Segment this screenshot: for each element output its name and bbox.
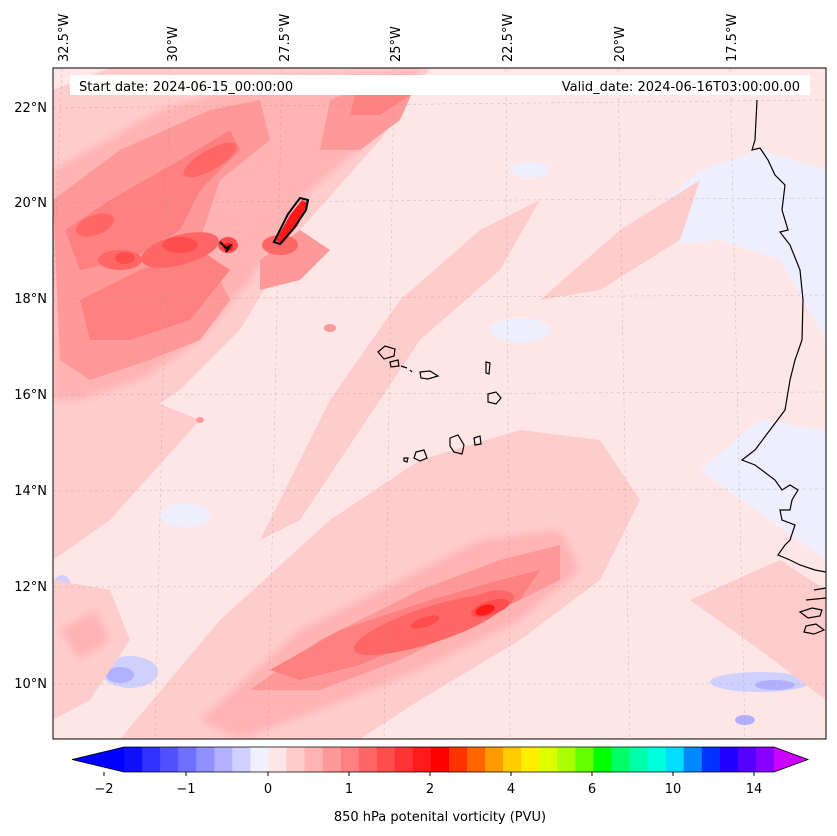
colorbar-tick-label: 2 (426, 782, 434, 797)
lon-tick-label: 27.5°W (278, 14, 293, 62)
colorbar-segment (539, 747, 558, 772)
colorbar-segment (160, 747, 179, 772)
colorbar-segment (124, 747, 143, 772)
colorbar-segment (322, 747, 342, 772)
colorbar-segment (467, 747, 486, 772)
colorbar-label: 850 hPa potenital vorticity (PVU) (334, 810, 546, 825)
colorbar-segment (665, 747, 685, 772)
lon-tick-label: 20°W (613, 26, 628, 62)
colorbar-segment (557, 747, 576, 772)
colorbar-segment (340, 747, 360, 772)
colorbar-segment (358, 747, 378, 772)
colorbar-segment (755, 747, 775, 772)
lat-tick-label: 16°N (14, 388, 47, 403)
colorbar-segment (250, 747, 269, 772)
lat-tick-label: 10°N (14, 677, 47, 692)
colorbar-segment (394, 747, 414, 772)
colorbar-tick-label: 14 (746, 782, 763, 797)
colorbar-tick-label: 0 (264, 782, 272, 797)
colorbar-tick-label: 4 (507, 782, 515, 797)
valid-date-label: Valid_date: 2024-06-16T03:00:00.00 (562, 80, 800, 95)
colorbar-segment (412, 747, 432, 772)
colorbar-tick-label: 6 (588, 782, 596, 797)
colorbar-segment (485, 747, 504, 772)
colorbar-tick-label: −1 (176, 782, 195, 797)
map-frame (52, 67, 827, 740)
map-panel: Start date: 2024-06-15_00:00:00 Valid_da… (53, 68, 826, 739)
lon-tick-label: 22.5°W (501, 14, 516, 62)
latitude-labels: 22°N 20°N 18°N 16°N 14°N 12°N 10°N (14, 101, 47, 692)
lat-tick-label: 12°N (14, 580, 47, 595)
pv-contour (219, 196, 310, 253)
colorbar-segment (611, 747, 631, 772)
date-banner (70, 75, 810, 95)
colorbar-segment (304, 747, 324, 772)
colorbar-segment (719, 747, 739, 772)
colorbar-segment (286, 747, 306, 772)
lon-tick-label: 32.5°W (57, 14, 72, 62)
lon-tick-label: 17.5°W (725, 14, 740, 62)
colorbar-segment (503, 747, 522, 772)
colorbar-segment (178, 747, 197, 772)
colorbar-tick-label: −2 (94, 782, 113, 797)
coastlines (377, 99, 826, 635)
colorbar-segment (232, 747, 251, 772)
lat-tick-label: 14°N (14, 484, 47, 499)
colorbar-tick-label: 10 (665, 782, 682, 797)
colorbar-tick-label: 1 (345, 782, 353, 797)
colorbar-segment (521, 747, 540, 772)
colorbar-segment (737, 747, 757, 772)
colorbar-segment (449, 747, 468, 772)
colorbar-segment (647, 747, 667, 772)
colorbar-segment (593, 747, 612, 772)
high-pv-filament (276, 200, 308, 244)
colorbar-segment (142, 747, 161, 772)
colorbar-segment (430, 747, 450, 772)
colorbar-segment (683, 747, 703, 772)
colorbar-segment (376, 747, 396, 772)
longitude-labels: 32.5°W 30°W 27.5°W 25°W 22.5°W 20°W 17.5… (57, 14, 740, 62)
colorbar-segment (268, 747, 287, 772)
start-date-label: Start date: 2024-06-15_00:00:00 (79, 80, 293, 95)
colorbar-tick-labels: −2 −1 0 1 2 4 6 10 14 (94, 782, 762, 797)
lat-tick-label: 22°N (14, 101, 47, 116)
graticule (53, 68, 826, 739)
colorbar-segment (701, 747, 721, 772)
colorbar-outline (71, 746, 810, 773)
colorbar (71, 746, 810, 776)
lat-tick-label: 18°N (14, 292, 47, 307)
lon-tick-label: 25°W (389, 26, 404, 62)
lat-tick-label: 20°N (14, 196, 47, 211)
colorbar-under-extend (72, 747, 124, 772)
colorbar-segment (196, 747, 215, 772)
colorbar-segment (575, 747, 594, 772)
colorbar-segment (214, 747, 233, 772)
colorbar-segment (629, 747, 649, 772)
colorbar-over-extend (774, 747, 808, 772)
lon-tick-label: 30°W (166, 26, 181, 62)
